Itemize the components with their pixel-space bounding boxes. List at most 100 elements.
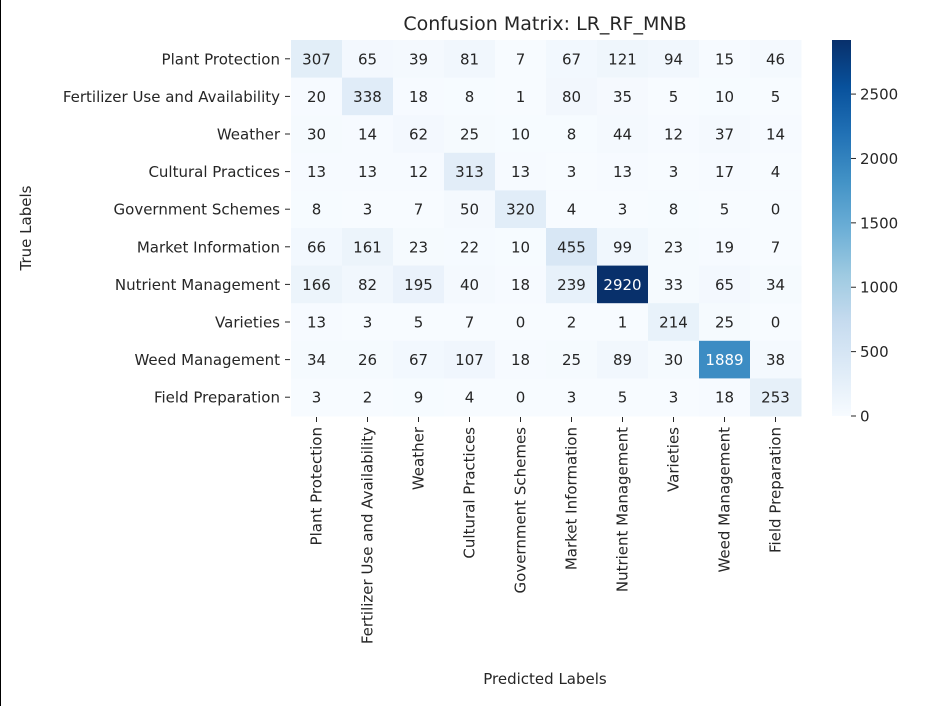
cell-value: 50 <box>460 201 479 219</box>
heatmap-cell <box>444 40 496 79</box>
heatmap-cell <box>393 77 445 116</box>
cell-value: 38 <box>766 351 785 369</box>
colorbar-gradient <box>832 40 851 416</box>
cell-value: 40 <box>460 276 479 294</box>
cell-value: 12 <box>664 126 683 144</box>
heatmap-cell <box>546 77 598 116</box>
cell-value: 121 <box>608 50 637 68</box>
heatmap-cell <box>648 77 700 116</box>
heatmap-cell <box>444 340 496 379</box>
cell-value: 23 <box>409 238 428 256</box>
cell-value: 8 <box>312 201 322 219</box>
cell-value: 17 <box>715 163 734 181</box>
column-tick-label: Market Information <box>563 427 581 570</box>
heatmap-cell <box>444 152 496 191</box>
heatmap-cell <box>699 190 751 229</box>
heatmap-cell <box>495 77 547 116</box>
cell-value: 5 <box>669 88 679 106</box>
heatmap-cell <box>546 378 598 417</box>
cell-value: 12 <box>409 163 428 181</box>
cell-value: 0 <box>771 201 781 219</box>
cell-value: 89 <box>613 351 632 369</box>
cell-value: 81 <box>460 50 479 68</box>
heatmap-cell <box>750 303 802 342</box>
heatmap-cell <box>291 378 343 417</box>
cell-value: 455 <box>557 238 586 256</box>
row-tick-label: Plant Protection <box>162 50 280 68</box>
cell-value: 253 <box>761 389 790 407</box>
heatmap-cell <box>393 115 445 154</box>
heatmap-cell <box>342 378 394 417</box>
row-tick-label: Varieties <box>215 314 280 332</box>
cell-value: 3 <box>567 163 577 181</box>
column-tick-label: Fertilizer Use and Availability <box>359 427 377 644</box>
heatmap-cell <box>291 228 343 267</box>
heatmap-cell <box>699 265 751 304</box>
heatmap-cell <box>699 152 751 191</box>
heatmap-cell <box>342 265 394 304</box>
heatmap-cell <box>648 228 700 267</box>
heatmap-cell <box>597 190 649 229</box>
heatmap-cell <box>495 228 547 267</box>
cell-value: 4 <box>771 163 781 181</box>
heatmap-cell <box>648 152 700 191</box>
cell-value: 161 <box>353 238 382 256</box>
chart-title: Confusion Matrix: LR_RF_MNB <box>403 13 686 35</box>
heatmap-cell <box>648 265 700 304</box>
heatmap-cell <box>342 190 394 229</box>
heatmap-cell <box>597 152 649 191</box>
heatmap-cell <box>597 228 649 267</box>
x-axis-label: Predicted Labels <box>483 670 607 688</box>
cell-value: 23 <box>664 238 683 256</box>
cell-value: 107 <box>455 351 484 369</box>
heatmap-cell <box>342 115 394 154</box>
cell-value: 5 <box>414 314 424 332</box>
colorbar-tick-label: 1000 <box>860 279 898 297</box>
cell-value: 66 <box>307 238 326 256</box>
cell-value: 3 <box>312 389 322 407</box>
colorbar-tick-label: 0 <box>860 408 870 426</box>
row-tick-label: Government Schemes <box>114 201 281 219</box>
cell-value: 166 <box>302 276 331 294</box>
heatmap-cell <box>444 303 496 342</box>
heatmap-cell <box>444 378 496 417</box>
heatmap-cell <box>648 303 700 342</box>
heatmap-cell <box>393 265 445 304</box>
row-tick-label: Nutrient Management <box>115 276 280 294</box>
cell-value: 3 <box>363 201 373 219</box>
cell-value: 62 <box>409 126 428 144</box>
heatmap-cell <box>648 115 700 154</box>
cell-value: 39 <box>409 50 428 68</box>
cell-value: 10 <box>715 88 734 106</box>
cell-value: 1889 <box>705 351 743 369</box>
heatmap-cell <box>648 340 700 379</box>
cell-value: 1 <box>516 88 526 106</box>
cell-value: 13 <box>307 163 326 181</box>
cell-value: 18 <box>715 389 734 407</box>
cell-value: 214 <box>659 314 688 332</box>
row-tick-label: Weed Management <box>134 351 280 369</box>
cell-value: 67 <box>409 351 428 369</box>
colorbar-tick-label: 2500 <box>860 86 898 104</box>
heatmap-cell <box>291 152 343 191</box>
heatmap-cell <box>342 303 394 342</box>
column-tick-label: Field Preparation <box>767 427 785 553</box>
heatmap-cell <box>699 378 751 417</box>
row-tick-labels: Plant Protection Fertilizer Use and Avail… <box>63 50 290 407</box>
cell-value: 0 <box>516 389 526 407</box>
heatmap-cell <box>495 340 547 379</box>
cell-value: 5 <box>618 389 628 407</box>
cell-value: 18 <box>409 88 428 106</box>
cell-value: 19 <box>715 238 734 256</box>
heatmap-cell <box>393 190 445 229</box>
heatmap-cell <box>342 228 394 267</box>
heatmap-cell <box>699 340 751 379</box>
cell-value: 320 <box>506 201 535 219</box>
cell-value: 14 <box>358 126 377 144</box>
column-tick-label: Varieties <box>665 427 683 492</box>
heatmap-cell <box>648 40 700 79</box>
cell-value: 65 <box>358 50 377 68</box>
row-tick-label: Fertilizer Use and Availability <box>63 88 280 106</box>
cell-value: 3 <box>669 163 679 181</box>
